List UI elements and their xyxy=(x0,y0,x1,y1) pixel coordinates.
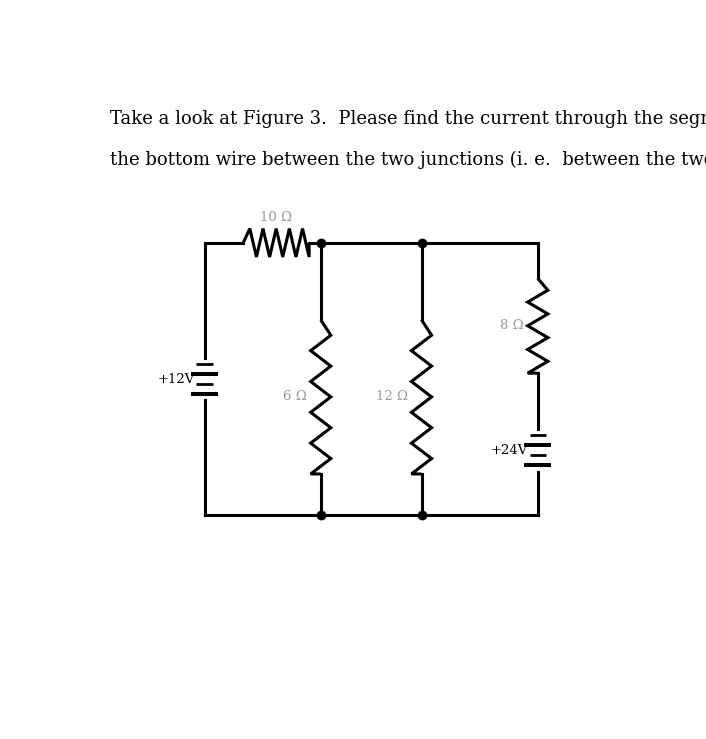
Text: +12V: +12V xyxy=(158,372,195,386)
Text: 12 Ω: 12 Ω xyxy=(376,390,407,403)
Text: 8 Ω: 8 Ω xyxy=(500,319,524,333)
Text: +24V: +24V xyxy=(491,443,529,457)
Text: 6 Ω: 6 Ω xyxy=(283,390,307,403)
Text: Take a look at Figure 3.  Please find the current through the segment of: Take a look at Figure 3. Please find the… xyxy=(110,110,706,128)
Text: the bottom wire between the two junctions (i. e.  between the two dots).: the bottom wire between the two junction… xyxy=(110,150,706,168)
Text: 10 Ω: 10 Ω xyxy=(261,211,292,224)
